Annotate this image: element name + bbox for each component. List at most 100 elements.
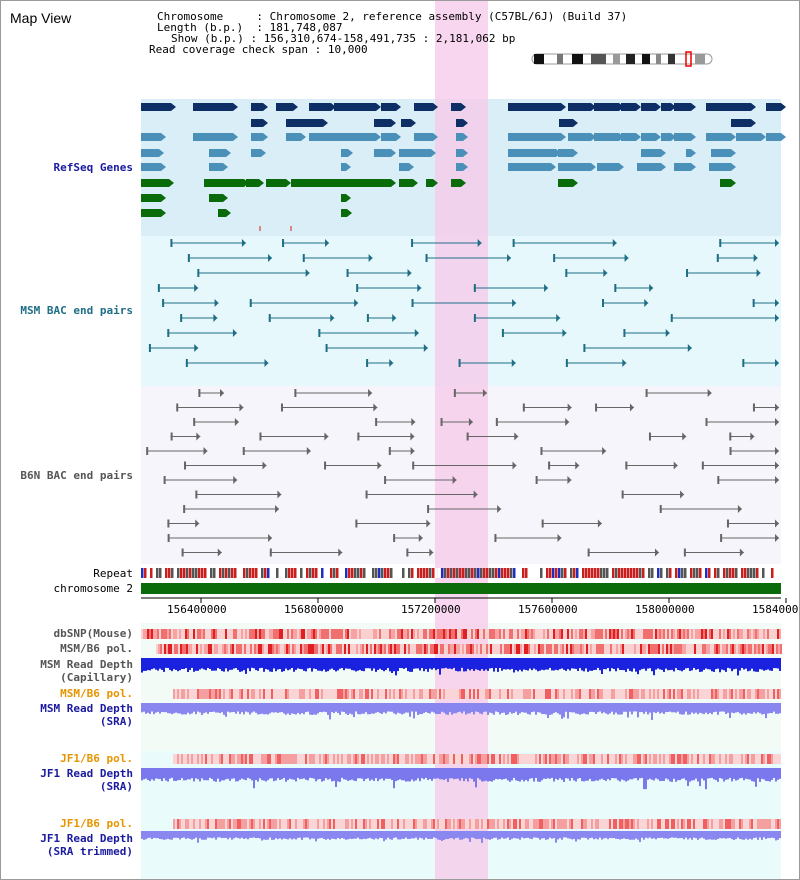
polymorphism-cell bbox=[583, 754, 585, 764]
repeat-block bbox=[606, 568, 609, 578]
polymorphism-cell bbox=[435, 754, 437, 764]
msm-bac-end bbox=[473, 284, 476, 292]
dbsnp-label[interactable]: dbSNP(Mouse) bbox=[53, 627, 133, 640]
refseq-gene-arrow bbox=[301, 133, 306, 141]
depth-bar bbox=[665, 831, 667, 839]
repeat-block bbox=[303, 568, 306, 578]
depth-bar bbox=[467, 768, 469, 782]
polymorphism-cell bbox=[153, 629, 155, 639]
depth-bar bbox=[255, 768, 257, 781]
depth-bar bbox=[399, 831, 401, 840]
depth-bar bbox=[693, 658, 695, 668]
polymorphism-cell bbox=[589, 629, 591, 639]
depth-bar bbox=[325, 831, 327, 840]
polymorphism-cell bbox=[351, 689, 353, 699]
depth-bar bbox=[189, 658, 191, 670]
polymorphism-cell bbox=[329, 629, 331, 639]
repeat-block bbox=[261, 568, 264, 578]
polymorphism-cell bbox=[345, 689, 347, 699]
depth-bar bbox=[565, 703, 567, 712]
refseq-mark bbox=[259, 226, 261, 231]
depth-bar bbox=[409, 831, 411, 839]
polymorphism-cell bbox=[439, 689, 441, 699]
depth-bar bbox=[261, 831, 263, 841]
depth-bar bbox=[407, 768, 409, 782]
polymorphism-cell bbox=[748, 644, 750, 654]
depth-bar bbox=[693, 831, 695, 838]
depth-bar bbox=[441, 703, 443, 712]
depth-bar bbox=[685, 703, 687, 712]
polymorphism-cell bbox=[231, 754, 233, 764]
polymorphism-cell bbox=[312, 644, 314, 654]
polymorphism-cell bbox=[571, 689, 573, 699]
msm-read-depth-sra-label[interactable]: MSM Read Depth (SRA) bbox=[40, 702, 133, 728]
depth-bar bbox=[497, 768, 499, 780]
depth-bar bbox=[601, 658, 603, 675]
polymorphism-cell bbox=[510, 644, 512, 654]
depth-bar bbox=[205, 831, 207, 840]
depth-bar bbox=[465, 831, 467, 838]
msm-b6-pol-2-label[interactable]: MSM/B6 pol. bbox=[60, 687, 133, 700]
b6n-bac-end bbox=[262, 461, 267, 470]
polymorphism-cell bbox=[173, 629, 175, 639]
depth-bar bbox=[533, 703, 535, 712]
polymorphism-cell bbox=[425, 754, 427, 764]
repeat-block bbox=[366, 568, 369, 578]
depth-bar bbox=[517, 831, 519, 839]
depth-bar bbox=[551, 831, 553, 839]
jf1-b6-pol-label[interactable]: JF1/B6 pol. bbox=[60, 752, 133, 765]
msm-bac-end bbox=[425, 254, 428, 262]
polymorphism-cell bbox=[214, 644, 216, 654]
polymorphism-cell bbox=[693, 689, 695, 699]
msm-bac-end bbox=[232, 329, 237, 337]
b6n-bac-end bbox=[775, 418, 779, 426]
depth-bar bbox=[225, 658, 227, 669]
msm-read-depth-capillary-label[interactable]: MSM Read Depth (Capillary) bbox=[40, 658, 133, 684]
msm-bac-end-pairs-label[interactable]: MSM BAC end pairs bbox=[20, 304, 133, 317]
repeat-block bbox=[231, 568, 234, 578]
jf1-read-depth-sra-label[interactable]: JF1 Read Depth (SRA) bbox=[40, 767, 133, 793]
jf1-b6-pol-2-label[interactable]: JF1/B6 pol. bbox=[60, 817, 133, 830]
refseq-gene bbox=[621, 133, 636, 141]
polymorphism-cell bbox=[245, 689, 247, 699]
polymorphism-cell bbox=[504, 644, 506, 654]
repeat-block bbox=[780, 568, 783, 578]
polymorphism-cell bbox=[559, 819, 561, 829]
polymorphism-cell bbox=[225, 629, 227, 639]
depth-bar bbox=[257, 831, 259, 839]
depth-bar bbox=[233, 658, 235, 669]
depth-bar bbox=[415, 831, 417, 838]
polymorphism-cell bbox=[523, 754, 525, 764]
polymorphism-cell bbox=[329, 754, 331, 764]
b6n-bac-end bbox=[195, 519, 200, 528]
depth-bar bbox=[143, 831, 145, 840]
refseq-genes-label[interactable]: RefSeq Genes bbox=[53, 161, 133, 174]
depth-bar bbox=[413, 831, 415, 839]
depth-bar bbox=[771, 831, 773, 838]
depth-bar bbox=[189, 768, 191, 780]
depth-bar bbox=[715, 768, 717, 781]
polymorphism-cell bbox=[272, 644, 274, 654]
polymorphism-cell bbox=[215, 754, 217, 764]
polymorphism-cell bbox=[220, 644, 222, 654]
polymorphism-cell bbox=[229, 689, 231, 699]
polymorphism-cell bbox=[605, 689, 607, 699]
repeat-block bbox=[423, 568, 426, 578]
polymorphism-cell bbox=[666, 644, 668, 654]
depth-bar bbox=[477, 831, 479, 839]
depth-bar bbox=[175, 768, 177, 782]
depth-bar bbox=[317, 658, 319, 671]
depth-bar bbox=[347, 768, 349, 781]
b6n-bac-end bbox=[775, 476, 779, 484]
b6n-bac-end-pairs-label[interactable]: B6N BAC end pairs bbox=[20, 469, 133, 482]
msm-b6-pol-label[interactable]: MSM/B6 pol. bbox=[60, 642, 133, 655]
polymorphism-cell bbox=[161, 629, 163, 639]
jf1-read-depth-trimmed-label[interactable]: JF1 Read Depth (SRA trimmed) bbox=[40, 832, 133, 858]
coverage-value: 10,000 bbox=[327, 43, 368, 56]
highlight-region[interactable] bbox=[435, 1, 488, 879]
axis-tick-label: 157200000 bbox=[401, 603, 461, 616]
depth-bar bbox=[155, 703, 157, 713]
depth-bar bbox=[209, 768, 211, 778]
b6n-bac-end bbox=[453, 389, 456, 397]
